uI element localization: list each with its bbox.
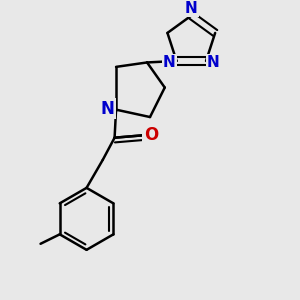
Text: N: N — [163, 55, 175, 70]
Text: N: N — [101, 100, 115, 118]
Text: N: N — [207, 55, 220, 70]
Text: O: O — [144, 126, 158, 144]
Text: N: N — [185, 1, 198, 16]
